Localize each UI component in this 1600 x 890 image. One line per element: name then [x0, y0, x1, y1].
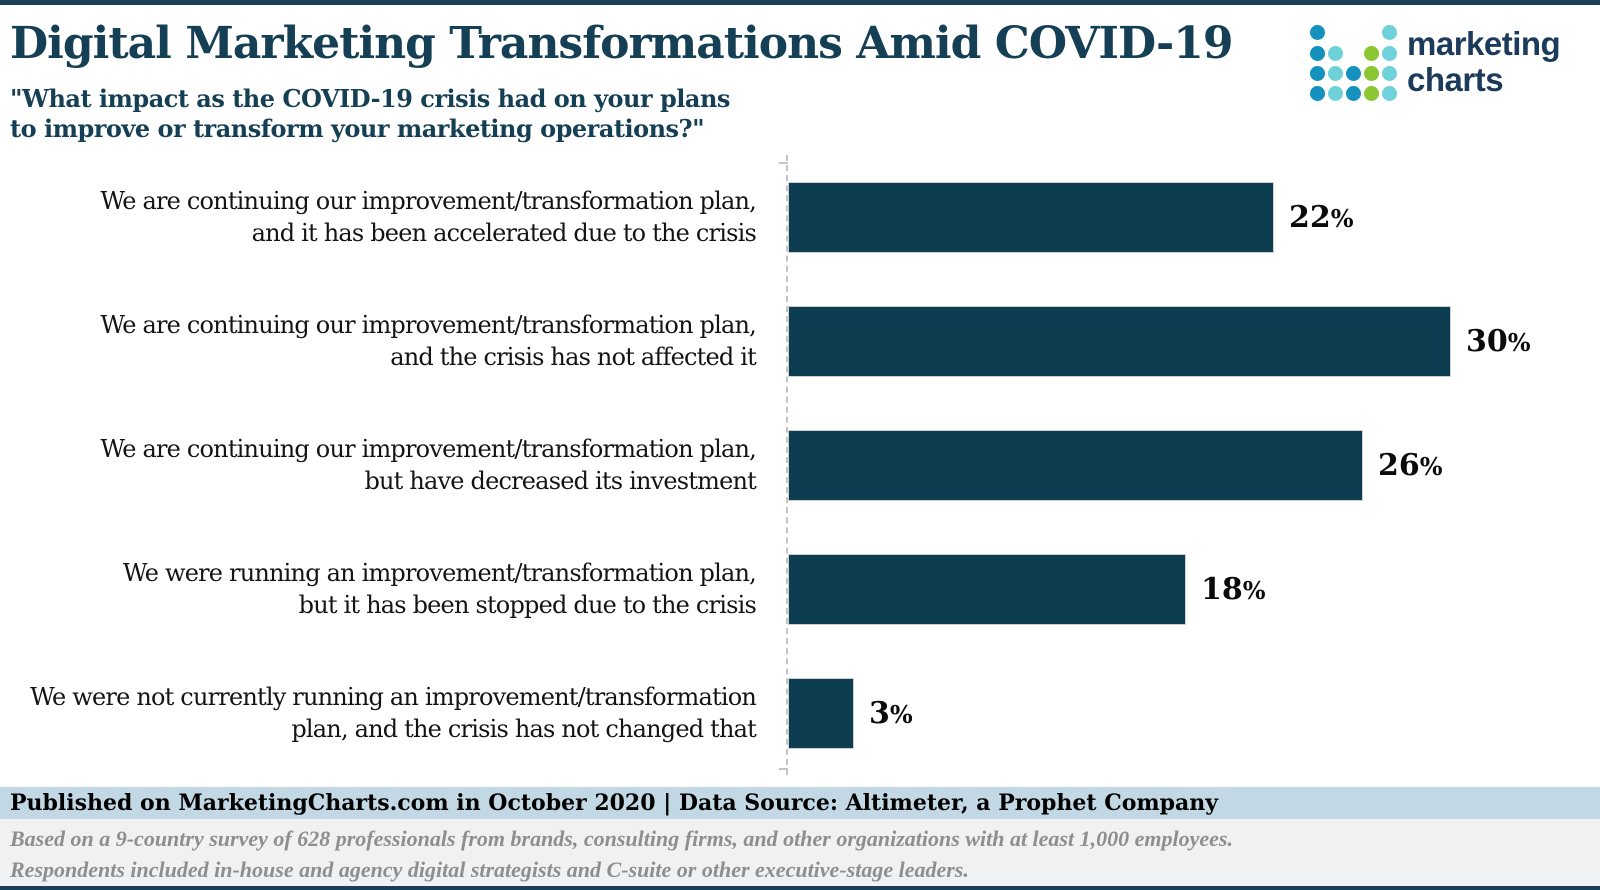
bar	[788, 305, 1451, 377]
methodology-note-2: Respondents included in-house and agency…	[10, 857, 969, 882]
logo-dot	[1382, 25, 1397, 40]
bar	[788, 181, 1274, 253]
logo-dot	[1328, 46, 1343, 61]
category-label-line: We were not currently running an improve…	[30, 683, 757, 711]
logo-dot	[1310, 46, 1325, 61]
chart-row: We are continuing our improvement/transf…	[0, 279, 1600, 403]
methodology-note-1: Based on a 9-country survey of 628 profe…	[10, 826, 1233, 851]
logo-dot	[1310, 66, 1325, 81]
percent-sign: %	[1507, 327, 1531, 357]
percent-sign: %	[1419, 451, 1443, 481]
logo-dot	[1364, 86, 1379, 101]
value-label: 22%	[1289, 200, 1354, 235]
category-label-line: and it has been accelerated due to the c…	[251, 219, 757, 247]
category-label: We are continuing our improvement/transf…	[0, 309, 770, 373]
logo-wordmark-line-1: marketing	[1407, 25, 1561, 62]
value-label: 3%	[869, 696, 913, 731]
chart-row: We are continuing our improvement/transf…	[0, 403, 1600, 527]
logo-dot	[1364, 46, 1379, 61]
logo-wordmark-line-2: charts	[1407, 61, 1504, 98]
survey-question: "What impact as the COVID-19 crisis had …	[10, 84, 730, 144]
value-label: 26%	[1378, 448, 1443, 483]
category-label-line: plan, and the crisis has not changed tha…	[291, 715, 756, 743]
marketingcharts-logo: marketing charts	[1300, 16, 1590, 106]
category-label-line: We were running an improvement/transform…	[122, 559, 757, 587]
logo-dots-icon	[1310, 18, 1410, 106]
value-label: 30%	[1466, 324, 1531, 359]
chart-row: We were running an improvement/transform…	[0, 527, 1600, 651]
logo-dot	[1346, 86, 1361, 101]
value-number: 3	[869, 695, 890, 731]
category-label-line: but have decreased its investment	[364, 467, 756, 495]
category-label: We were not currently running an improve…	[0, 681, 770, 745]
survey-question-line-2: to improve or transform your marketing o…	[10, 114, 705, 143]
bar-chart: We are continuing our improvement/transf…	[0, 155, 1600, 775]
value-label: 18%	[1201, 572, 1266, 607]
page-title: Digital Marketing Transformations Amid C…	[10, 18, 1233, 69]
category-label: We were running an improvement/transform…	[0, 557, 770, 621]
axis-tick-bottom	[779, 768, 788, 770]
category-label: We are continuing our improvement/transf…	[0, 433, 770, 497]
logo-dot	[1310, 86, 1325, 101]
logo-dot	[1382, 66, 1397, 81]
survey-question-line-1: "What impact as the COVID-19 crisis had …	[10, 84, 730, 113]
category-label-line: and the crisis has not affected it	[390, 343, 757, 371]
value-number: 26	[1378, 447, 1420, 483]
logo-dot	[1310, 25, 1325, 40]
top-border	[0, 0, 1600, 5]
publication-info: Published on MarketingCharts.com in Octo…	[0, 787, 1600, 819]
bottom-border	[0, 886, 1600, 890]
category-label-line: but it has been stopped due to the crisi…	[298, 591, 757, 619]
category-label-line: We are continuing our improvement/transf…	[100, 187, 756, 215]
value-number: 18	[1201, 571, 1243, 607]
logo-dot	[1328, 66, 1343, 81]
bar	[788, 553, 1186, 625]
percent-sign: %	[1242, 575, 1266, 605]
value-number: 30	[1466, 323, 1508, 359]
logo-dot	[1382, 86, 1397, 101]
percent-sign: %	[1330, 203, 1354, 233]
bar	[788, 677, 854, 749]
chart-rows: We are continuing our improvement/transf…	[0, 155, 1600, 775]
value-number: 22	[1289, 199, 1331, 235]
logo-dot	[1346, 66, 1361, 81]
bar	[788, 429, 1363, 501]
chart-row: We are continuing our improvement/transf…	[0, 155, 1600, 279]
chart-row: We were not currently running an improve…	[0, 651, 1600, 775]
methodology-notes: Based on a 9-country survey of 628 profe…	[0, 819, 1600, 886]
logo-dot	[1328, 86, 1343, 101]
category-label-line: We are continuing our improvement/transf…	[100, 435, 756, 463]
percent-sign: %	[889, 699, 913, 729]
logo-dot	[1382, 46, 1397, 61]
axis-tick-top	[779, 162, 788, 164]
logo-wordmark: marketing charts	[1407, 25, 1561, 98]
category-label: We are continuing our improvement/transf…	[0, 185, 770, 249]
category-label-line: We are continuing our improvement/transf…	[100, 311, 756, 339]
logo-dot	[1364, 66, 1379, 81]
axis-line	[779, 155, 788, 775]
